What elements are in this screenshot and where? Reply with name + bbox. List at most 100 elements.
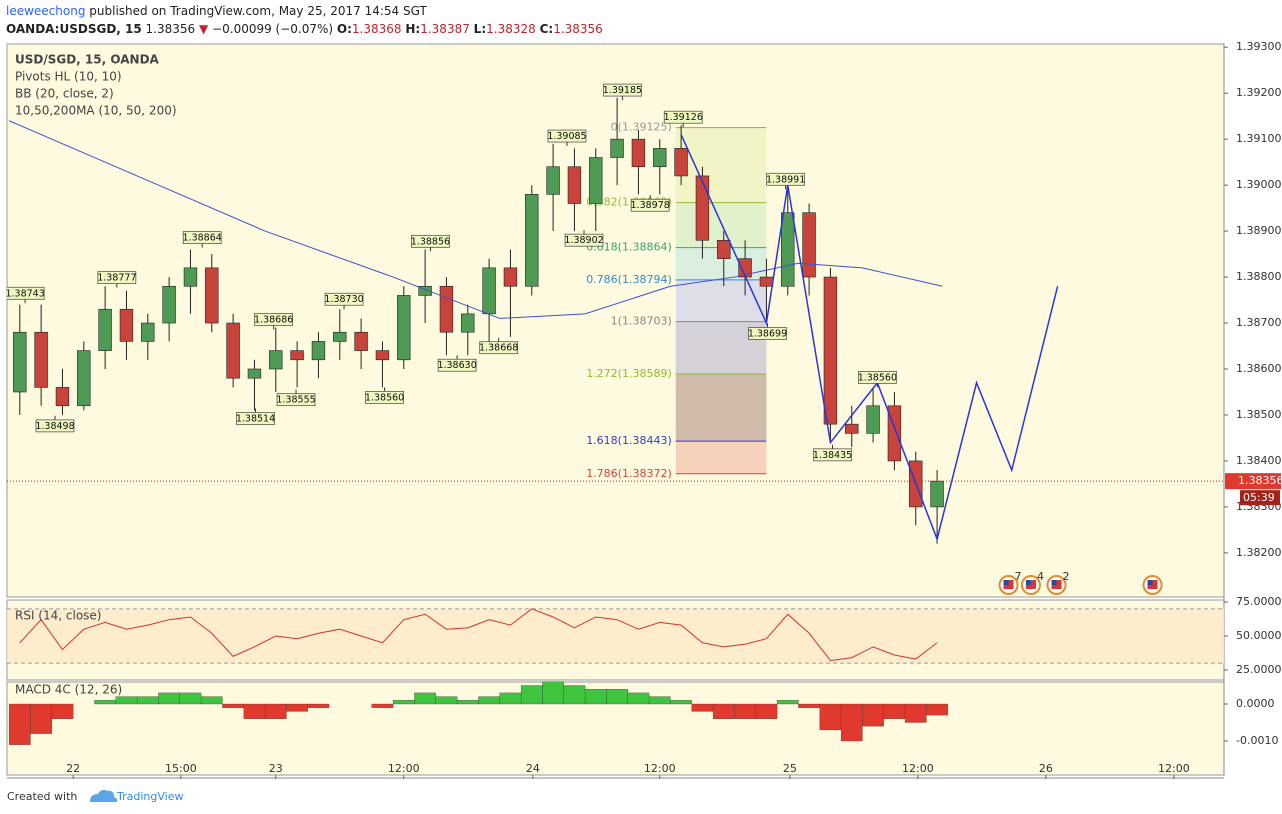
pivot-box [324, 292, 364, 306]
y-tick-label: 1.39100 [1236, 132, 1282, 145]
fib-label: 0(1.39125) [611, 121, 672, 134]
pivot-box [766, 172, 805, 186]
rsi-title: RSI (14, close) [15, 609, 101, 623]
y-tick-label: 1.38200 [1236, 546, 1282, 559]
y-tick-label: 1.38900 [1236, 224, 1282, 237]
candle-body [631, 138, 646, 168]
macd-bar [307, 703, 330, 708]
macd-bar [371, 703, 394, 708]
candle-body [13, 331, 27, 393]
candle-body [439, 285, 454, 333]
macd-bar [456, 700, 479, 705]
candle-body [653, 148, 667, 168]
footer-brand[interactable]: TradingView [116, 790, 183, 803]
macd-bar [563, 685, 586, 705]
ohlc-key: H: [405, 22, 421, 36]
rsi-band [7, 608, 1224, 664]
countdown-label: 05:39 [1243, 491, 1275, 504]
macd-bar [435, 696, 458, 705]
pivot-box [858, 371, 897, 384]
macd-bar [734, 703, 756, 719]
author[interactable]: leeweechong [6, 4, 86, 18]
pivot-label: 1.38991 [766, 174, 805, 185]
macd-bar [520, 685, 543, 705]
plot: 0(1.39125)0.382(1.38962)0.618(1.38864)0.… [5, 83, 1059, 544]
y-tick-label: 1.38800 [1236, 270, 1282, 283]
tradingview-logo[interactable] [90, 790, 118, 802]
macd-bar [776, 700, 799, 705]
macd-bar [414, 692, 436, 705]
candle-body [290, 350, 304, 361]
macd-bar [200, 696, 223, 705]
macd-bar [264, 703, 287, 719]
candle-body [781, 212, 795, 287]
candle-body [503, 267, 518, 287]
fib-band [675, 374, 767, 442]
ohlc-key: L: [473, 22, 487, 36]
pivot-label: 1.38435 [813, 450, 852, 461]
header-line-1: leeweechong published on TradingView.com… [6, 2, 603, 20]
fib-label: 1(1.38703) [611, 315, 672, 328]
pivot-label: 1.38777 [97, 273, 136, 284]
macd-bar [136, 696, 159, 705]
pivot-box [564, 233, 604, 247]
x-tick-label: 12:00 [388, 762, 420, 775]
candle-body [482, 267, 496, 315]
macd-bar [883, 703, 906, 719]
candle-body [589, 157, 603, 204]
macd-title: MACD 4C (12, 26) [15, 683, 122, 697]
candle-body [55, 387, 70, 407]
pivot-label: 1.38730 [324, 294, 363, 305]
macd-bar [179, 692, 202, 705]
x-tick-label: 12:00 [644, 762, 676, 775]
legend-indicator: BB (20, close, 2) [15, 87, 114, 101]
candle-body [162, 285, 176, 324]
candle-body [141, 322, 155, 342]
macd-bar [499, 692, 522, 705]
event-count: 7 [1015, 570, 1022, 583]
last-price-box [1225, 473, 1281, 490]
layer: 1.39300 1.39200 1.39100 1.39000 1.38900 1.388… [5, 40, 1282, 779]
candle-body [930, 480, 944, 508]
macd-bar [755, 703, 778, 719]
fib-band [675, 127, 767, 203]
pivot-box [630, 198, 670, 212]
macd-bar [94, 700, 116, 705]
y-tick-label: 25.0000 [1236, 663, 1282, 676]
x-tick-label: 12:00 [902, 762, 934, 775]
candle-body [375, 350, 390, 361]
candle-body [34, 331, 48, 388]
pivot-label: 1.38743 [5, 288, 44, 299]
pivot-label: 1.38864 [183, 233, 222, 244]
candle-body [546, 166, 560, 195]
y-tick-label: -0.0010 [1236, 734, 1278, 747]
fib-label: 1.786(1.38372) [586, 467, 672, 480]
candle-body [823, 276, 838, 425]
candle-body [354, 331, 368, 351]
y-tick-label: 1.38600 [1236, 362, 1282, 375]
event-flag [1003, 580, 1009, 585]
event-count: 4 [1037, 570, 1044, 583]
ohlc-key: C: [539, 22, 554, 36]
published: published on TradingView.com, May 25, 20… [89, 4, 427, 18]
fib-label: 1.618(1.38443) [586, 434, 672, 447]
pivot-box [748, 327, 787, 340]
candle-body [311, 341, 326, 361]
pivot-label: 1.39185 [603, 85, 642, 96]
pivot-label: 1.38902 [564, 235, 603, 246]
countdown-box [1240, 490, 1280, 506]
y-tick-label: 1.38500 [1236, 408, 1282, 421]
macd-bar [392, 700, 415, 705]
macd-bar [670, 700, 692, 705]
macd-bar [584, 689, 607, 705]
x-tick-label: 15:00 [165, 762, 197, 775]
fib-label: 0.618(1.38864) [586, 241, 672, 254]
y-tick-label: 1.39300 [1236, 40, 1282, 53]
y-tick-label: 50.0000 [1236, 629, 1282, 642]
x-tick-label: 26 [1039, 762, 1053, 775]
candle-body [567, 166, 582, 204]
pivot-box [182, 231, 222, 244]
legend-symbol: USD/SGD, 15, OANDA [15, 53, 160, 67]
macd-bar [862, 703, 884, 727]
pivot-label: 1.39126 [664, 112, 703, 123]
